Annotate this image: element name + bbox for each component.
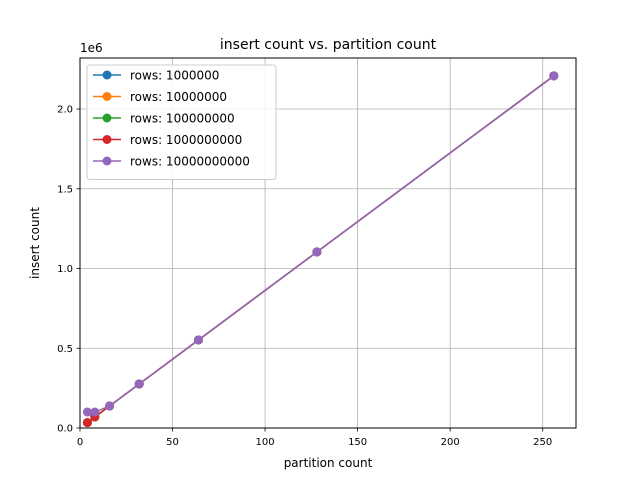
legend-label: rows: 10000000000 xyxy=(130,155,250,169)
legend-item: rows: 1000000000 xyxy=(93,133,242,147)
x-tick-label: 250 xyxy=(533,437,552,448)
legend-item: rows: 10000000000 xyxy=(93,155,250,169)
x-tick-label: 0 xyxy=(77,437,83,448)
x-tick-label: 100 xyxy=(256,437,275,448)
plot-frame xyxy=(79,57,577,429)
legend-label: rows: 1000000 xyxy=(130,69,219,83)
data-point xyxy=(549,71,559,81)
y-tick-label: 1.0 xyxy=(57,264,73,275)
y-offset-label: 1e6 xyxy=(80,41,103,55)
data-point xyxy=(90,407,100,417)
legend-label: rows: 1000000000 xyxy=(130,133,242,147)
ticks: 0 50 100 150 200 250 0.0 0.5 1.0 1.5 2.0 xyxy=(57,105,552,448)
legend-marker xyxy=(102,92,112,101)
legend-item: rows: 10000000 xyxy=(93,90,227,104)
data-point xyxy=(82,407,92,417)
data-point xyxy=(82,418,92,428)
data-point xyxy=(105,401,115,411)
y-tick-label: 1.5 xyxy=(57,184,73,195)
legend-marker xyxy=(102,156,112,166)
legend-marker xyxy=(102,113,112,123)
x-tick-label: 150 xyxy=(348,437,367,448)
y-tick-label: 0.0 xyxy=(57,424,73,435)
data-point xyxy=(134,379,144,389)
legend-box xyxy=(86,64,277,180)
series-group xyxy=(82,71,559,428)
legend-item: rows: 1000000 xyxy=(93,69,219,83)
legend-label: rows: 100000000 xyxy=(130,112,235,126)
legend-label: rows: 10000000 xyxy=(130,90,227,104)
x-tick-label: 50 xyxy=(166,437,179,448)
legend: rows: 1000000 rows: 10000000 rows: 1000000… xyxy=(86,64,277,180)
series-5 xyxy=(82,71,559,417)
x-axis-label: partition count xyxy=(284,456,373,470)
y-axis-label: insert count xyxy=(28,207,42,279)
legend-marker xyxy=(102,135,112,144)
data-point xyxy=(193,335,203,345)
y-tick-label: 2.0 xyxy=(57,105,73,116)
data-point xyxy=(312,247,322,257)
legend-marker xyxy=(102,70,112,80)
chart-title: insert count vs. partition count xyxy=(220,37,437,53)
legend-item: rows: 100000000 xyxy=(93,112,235,126)
x-tick-label: 200 xyxy=(441,437,460,448)
y-tick-label: 0.5 xyxy=(57,344,73,355)
